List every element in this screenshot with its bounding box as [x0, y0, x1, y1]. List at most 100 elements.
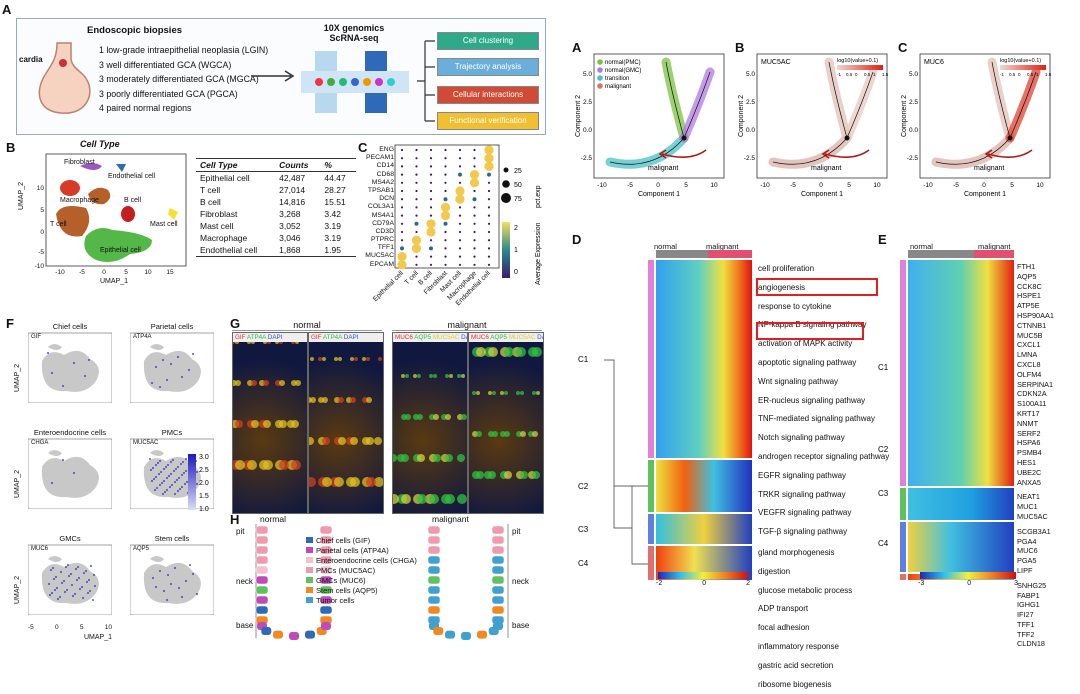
dot — [473, 189, 476, 193]
traj-xtick: -10 — [923, 182, 933, 189]
traj-ylabel: Component 2 — [738, 95, 745, 137]
dot — [444, 189, 447, 193]
traj-c-label: C — [898, 40, 908, 55]
dot — [473, 222, 476, 225]
traj-xlabel: Component 1 — [801, 191, 843, 198]
pathway-term: TNF-mediated signaling pathway — [758, 414, 875, 424]
umap-label-bcell: B cell — [124, 197, 142, 204]
dotplot-gene-labels: ENG PECAM1 CD14 CD68 MS4A2 TPSAB1 DCN COL3A1 MS4… — [356, 146, 394, 269]
traj-scale-title: log10(value+0.1) — [837, 58, 878, 64]
feature-gene: GIF — [31, 334, 41, 340]
legend-swatch — [306, 557, 313, 563]
traj-legend-label: normal(PMC) — [605, 60, 641, 66]
size-legend-title: pct.exp — [535, 185, 542, 208]
umap-xtick: 5 — [124, 269, 128, 276]
feature-title: Enteroendocrine cells — [33, 428, 107, 437]
h-base-label-right: base — [512, 621, 530, 630]
panel-f-label: F — [6, 316, 14, 331]
biopsy-item: 4 paired normal regions — [99, 103, 192, 113]
d-scale-ticks: -2 0 2 — [656, 580, 750, 587]
legend-item: GMCs (MUC6) — [306, 576, 417, 586]
traj-scale-tick: -1 — [1000, 72, 1004, 77]
gene-label: CDKN2A — [1017, 389, 1047, 399]
traj-legend-label: transition — [605, 76, 629, 82]
dot — [473, 165, 476, 168]
step-interactions: Cellular interactions — [437, 86, 539, 104]
feature-gene: CHGA — [31, 440, 49, 446]
legend-label: PMCs (MUC5AC) — [316, 566, 376, 575]
pathway-term: ER-nucleus signaling pathway — [758, 395, 866, 405]
umap-xtick: -5 — [79, 269, 85, 276]
cell-count-table: Cell Type Counts % Epithelial cell 42,487… — [196, 158, 356, 257]
stain-label: DAPI — [537, 334, 543, 341]
dot — [415, 255, 418, 258]
table-row: Endothelial cell 1,868 1.95 — [196, 244, 356, 257]
cardia-label: cardia — [19, 55, 43, 64]
step-label: Functional verification — [449, 116, 527, 125]
dot — [455, 194, 465, 204]
arrow-icon — [251, 70, 295, 82]
dot — [469, 170, 480, 180]
dot — [473, 206, 476, 209]
feature-scale-tick: 2.5 — [199, 467, 209, 474]
dot — [400, 239, 404, 242]
e-cluster-label: C4 — [878, 539, 889, 548]
dot — [487, 206, 491, 209]
stain-label: DAPI — [343, 334, 359, 341]
gene-label: HSPA6 — [1017, 438, 1041, 448]
d-scale-tick: 2 — [746, 580, 750, 587]
feature-scale: 3.0 2.5 2.0 1.5 1.0 — [188, 454, 209, 513]
dot — [429, 189, 433, 193]
dot — [458, 165, 462, 168]
pathway-term: Wnt signaling pathway — [758, 376, 839, 386]
gene-label: MUC5AC — [1017, 511, 1048, 521]
gene-label: TFF2 — [1017, 629, 1035, 639]
gene-label: MUC5B — [1017, 330, 1043, 340]
biopsy-item: 3 well differentiated GCA (WGCA) — [99, 59, 232, 70]
traj-scale-tick: -1 — [837, 72, 841, 77]
h-neck-label: neck — [236, 577, 254, 586]
dot — [429, 214, 433, 217]
cell-legend: Chief cells (GIF) Parietal cells (ATP4A) E… — [306, 536, 417, 606]
gene-label: IFI27 — [1017, 610, 1034, 620]
gene-label: SNHG25 — [1017, 580, 1047, 590]
dotplot — [394, 144, 500, 270]
dotplot-gene: TPSAB1 — [367, 186, 394, 194]
pathway-term: apoptotic signaling pathway — [758, 357, 857, 367]
chip-illustration — [301, 51, 409, 113]
gene-label: SCGB3A1 — [1017, 526, 1051, 536]
dot — [429, 198, 433, 201]
dotplot-gene: ENG — [379, 146, 394, 153]
pathway-term: inflammatory response — [758, 641, 839, 651]
table-cell: Macrophage — [200, 233, 248, 243]
dot — [458, 247, 462, 250]
dot — [397, 252, 407, 262]
g-malignant-header: malignant — [392, 320, 542, 331]
dotplot-gene: CD14 — [376, 162, 394, 170]
gene-label: LIPF — [1017, 565, 1033, 575]
dot — [426, 219, 436, 229]
traj-xtick: -10 — [760, 182, 770, 189]
pathway-heatmap: C1 C2 C3 C4 — [578, 250, 752, 580]
umap-ytick: 5 — [40, 207, 44, 214]
table-cell: 3.19 — [324, 221, 341, 231]
feature-umap: Stem cells AQP5 — [129, 534, 215, 632]
seq-title-line1: 10X genomics — [323, 23, 385, 33]
gene-label: PSMB4 — [1017, 448, 1042, 458]
pathway-term: cell proliferation — [758, 264, 815, 273]
traj-scale-tick: 0.5 — [1027, 72, 1034, 77]
gene-label: ANXA5 — [1017, 477, 1041, 487]
traj-scale-tick: 1 — [873, 72, 876, 77]
traj-ytick: -2.5 — [581, 155, 593, 162]
gene-label: TFF1 — [1017, 619, 1035, 629]
dotplot-gene: CD68 — [376, 170, 394, 178]
traj-xtick: 10 — [1036, 182, 1044, 189]
table-cell: 3,052 — [279, 221, 301, 231]
pathway-term: response to cytokine — [758, 301, 832, 311]
feature-title: Stem cells — [154, 534, 190, 543]
dot — [429, 263, 433, 266]
legend-item: Tumor cells — [306, 596, 417, 606]
traj-legend-label: normal(GMC) — [605, 68, 641, 74]
traj-a-label: A — [572, 40, 582, 55]
dotplot-gene: CD79A — [372, 219, 394, 227]
